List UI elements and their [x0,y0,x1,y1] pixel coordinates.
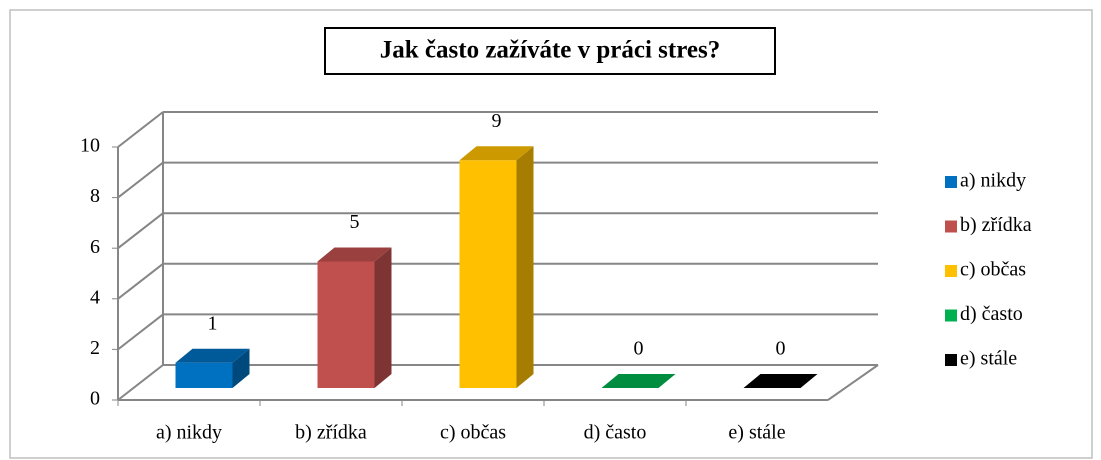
legend-label: a) nikdy [960,170,1026,192]
bar [317,247,392,388]
data-label: 5 [350,211,360,233]
bar [743,374,818,388]
data-label: 0 [634,338,644,360]
chart-title: Jak často zažíváte v práci stres? [380,37,720,64]
grid-line [117,212,164,249]
grid-line [117,111,164,148]
y-tick-label: 8 [90,185,100,207]
grid-line [117,263,164,300]
chart-border [9,9,1093,459]
y-tick-label: 2 [90,337,100,359]
grid-line [117,313,164,351]
data-label: 1 [208,312,218,334]
bar-top [459,146,534,161]
legend-label: e) stále [960,348,1017,370]
bar-top [175,348,250,363]
legend-swatch [945,309,957,322]
data-label: 9 [492,110,502,132]
bar-top [743,374,818,388]
bar [459,146,534,388]
bar [601,374,676,388]
bar-front [175,362,233,388]
bar-top [601,374,676,388]
bar-front [317,261,375,388]
legend-label: c) občas [960,259,1026,281]
legend-swatch [945,354,957,366]
legend-label: d) často [960,303,1023,325]
x-tick-label: d) často [584,422,647,444]
bar-top [317,247,392,262]
grid-line [117,161,164,199]
title-box [324,27,776,75]
bar [175,348,250,388]
floor-right [827,364,879,401]
bar-front [459,160,517,388]
x-tick-label: c) občas [440,422,506,444]
y-tick-label: 10 [80,135,100,157]
y-tick-label: 0 [90,388,100,410]
y-tick-label: 4 [90,286,100,308]
bar-side [516,146,534,388]
bar-side [232,348,250,388]
legend-swatch [945,220,957,233]
x-tick-label: a) nikdy [156,422,222,444]
x-tick-label: e) stále [728,422,785,444]
x-tick-label: b) zřídka [295,422,367,444]
data-label: 0 [776,338,786,360]
legend-label: b) zřídka [960,214,1032,236]
legend-swatch [945,176,957,188]
legend-swatch [945,265,957,277]
grid-line [117,364,164,401]
y-tick-label: 6 [90,236,100,258]
bar-side [374,247,392,388]
